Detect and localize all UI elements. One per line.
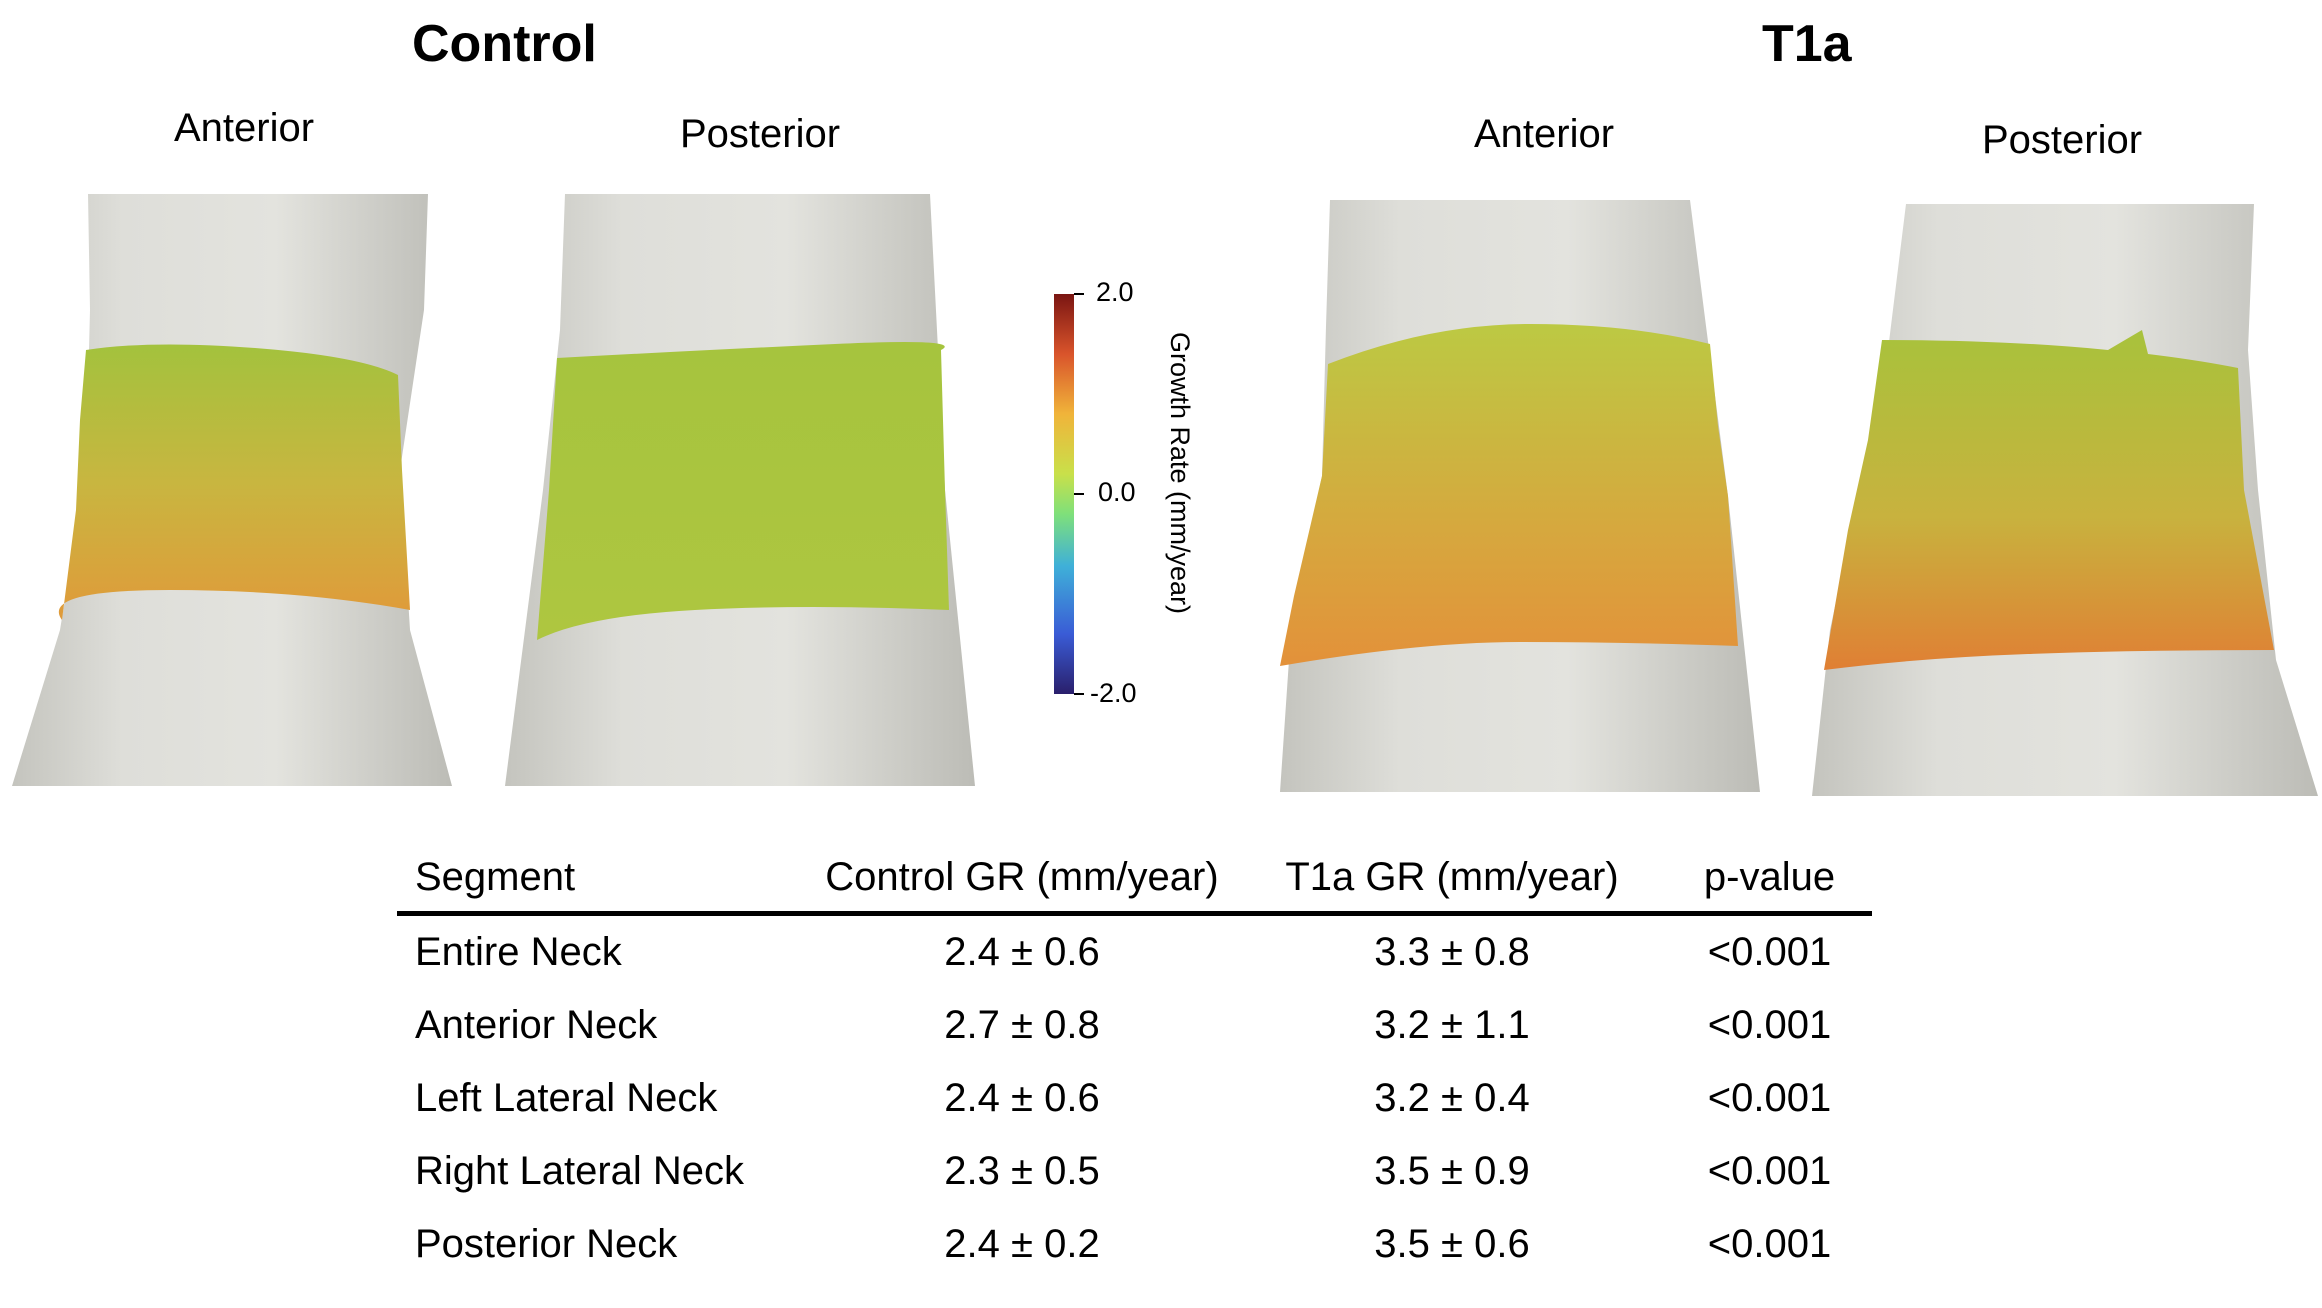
table-row: Left Lateral Neck 2.4 ± 0.6 3.2 ± 0.4 <0… <box>397 1062 1872 1135</box>
table-header-row: Segment Control GR (mm/year) T1a GR (mm/… <box>397 843 1872 914</box>
colorbar-max-label: 2.0 <box>1096 277 1134 307</box>
control-gr-cell: 2.4 ± 0.6 <box>944 1076 1100 1120</box>
control-posterior-neck-model <box>505 194 975 786</box>
p-value-cell: <0.001 <box>1707 1149 1832 1193</box>
p-value-cell: <0.001 <box>1707 1076 1832 1120</box>
t1a-posterior-neck-model <box>1812 204 2318 796</box>
segment-cell: Left Lateral Neck <box>415 1076 718 1120</box>
control-gr-cell: 2.3 ± 0.5 <box>944 1149 1100 1193</box>
control-anterior-neck-model <box>12 194 452 786</box>
p-value-cell: <0.001 <box>1707 930 1832 974</box>
table-row: Right Lateral Neck 2.3 ± 0.5 3.5 ± 0.9 <… <box>397 1135 1872 1208</box>
segment-cell: Entire Neck <box>415 930 622 974</box>
colorbar-min-label: -2.0 <box>1090 678 1137 708</box>
header-t1a-gr: T1a GR (mm/year) <box>1285 854 1619 899</box>
t1a-gr-cell: 3.5 ± 0.9 <box>1374 1149 1530 1193</box>
control-anterior-label: Anterior <box>174 106 315 150</box>
growth-rate-table: Segment Control GR (mm/year) T1a GR (mm/… <box>397 843 1872 1281</box>
t1a-gr-cell: 3.2 ± 0.4 <box>1374 1076 1530 1120</box>
t1a-gr-cell: 3.3 ± 0.8 <box>1374 930 1530 974</box>
control-gr-cell: 2.7 ± 0.8 <box>944 1003 1100 1047</box>
header-segment: Segment <box>415 854 576 899</box>
p-value-cell: <0.001 <box>1707 1003 1832 1047</box>
t1a-posterior-label: Posterior <box>1982 118 2143 162</box>
control-gr-cell: 2.4 ± 0.6 <box>944 930 1100 974</box>
t1a-anterior-label: Anterior <box>1474 112 1615 156</box>
header-p-value: p-value <box>1703 854 1836 899</box>
table-row: Entire Neck 2.4 ± 0.6 3.3 ± 0.8 <0.001 <box>397 914 1872 990</box>
t1a-gr-cell: 3.5 ± 0.6 <box>1374 1222 1530 1266</box>
colorbar-title: Growth Rate (mm/year) <box>1165 332 1195 615</box>
colorbar-mid-label: 0.0 <box>1098 477 1136 507</box>
segment-cell: Right Lateral Neck <box>415 1149 745 1193</box>
control-posterior-label: Posterior <box>680 112 841 156</box>
t1a-gr-cell: 3.2 ± 1.1 <box>1374 1003 1530 1047</box>
segment-cell: Posterior Neck <box>415 1222 678 1266</box>
header-control-gr: Control GR (mm/year) <box>825 854 1219 899</box>
p-value-cell: <0.001 <box>1707 1222 1832 1266</box>
control-group-title: Control <box>412 15 597 73</box>
colorbar-gradient <box>1054 293 1084 695</box>
table-row: Posterior Neck 2.4 ± 0.2 3.5 ± 0.6 <0.00… <box>397 1208 1872 1281</box>
table-row: Anterior Neck 2.7 ± 0.8 3.2 ± 1.1 <0.001 <box>397 989 1872 1062</box>
t1a-anterior-neck-model <box>1280 200 1760 792</box>
segment-cell: Anterior Neck <box>415 1003 658 1047</box>
t1a-group-title: T1a <box>1762 15 1852 73</box>
control-gr-cell: 2.4 ± 0.2 <box>944 1222 1100 1266</box>
